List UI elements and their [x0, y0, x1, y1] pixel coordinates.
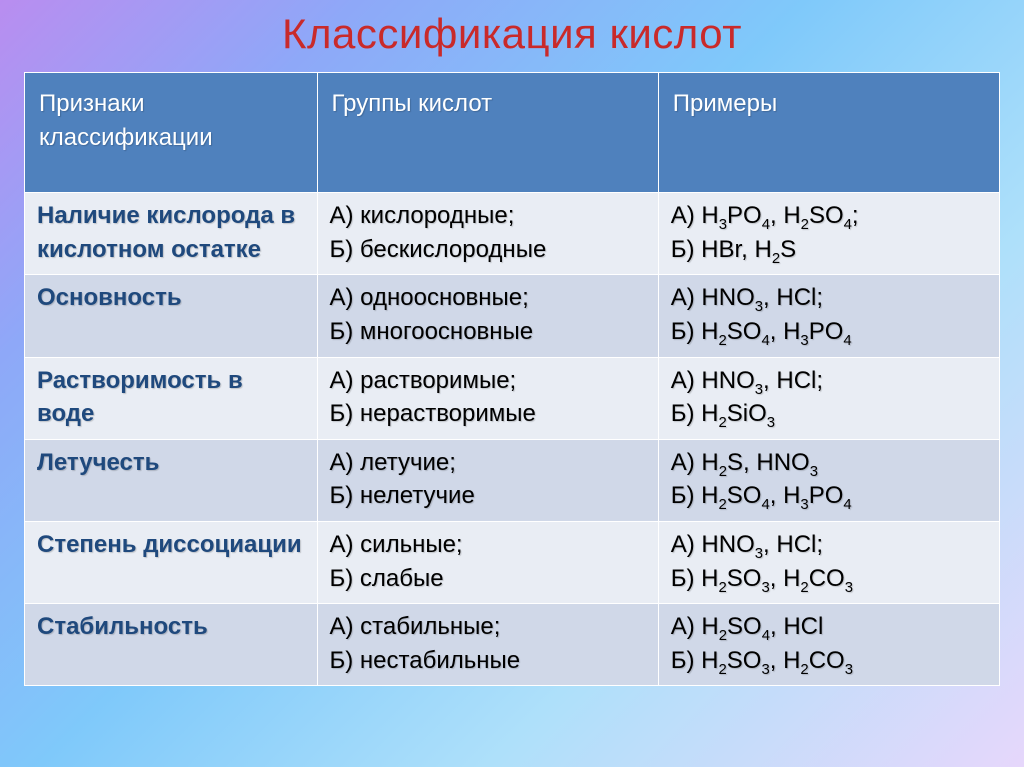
col-header-groups: Группы кислот [317, 73, 658, 193]
groups-cell: А) стабильные;Б) нестабильные [317, 604, 658, 686]
page-title: Классификация кислот [24, 10, 1000, 58]
criterion-cell: Наличие кислорода в кислотном остатке [25, 193, 318, 275]
col-header-criteria: Признаки классификации [25, 73, 318, 193]
examples-cell: А) H3PO4, H2SO4; Б) HBr, H2S [658, 193, 999, 275]
examples-cell: А) HNO3, HCl;Б) H2SO4, H3PO4 [658, 275, 999, 357]
criterion-cell: Степень диссоциации [25, 521, 318, 603]
examples-cell: А) H2SO4, HClБ) H2SO3, H2CO3 [658, 604, 999, 686]
groups-cell: А) растворимые;Б) нерастворимые [317, 357, 658, 439]
classification-table: Признаки классификации Группы кислот При… [24, 72, 1000, 686]
table-body: Наличие кислорода в кислотном остаткеА) … [25, 193, 1000, 686]
table-row: СтабильностьА) стабильные;Б) нестабильны… [25, 604, 1000, 686]
groups-cell: А) сильные;Б) слабые [317, 521, 658, 603]
groups-cell: А) одноосновные;Б) многоосновные [317, 275, 658, 357]
groups-cell: А) кислородные;Б) бескислородные [317, 193, 658, 275]
col-header-examples: Примеры [658, 73, 999, 193]
table-row: ОсновностьА) одноосновные;Б) многоосновн… [25, 275, 1000, 357]
criterion-cell: Стабильность [25, 604, 318, 686]
examples-cell: А) HNO3, HCl;Б) H2SO3, H2CO3 [658, 521, 999, 603]
table-row: Растворимость в водеА) растворимые;Б) не… [25, 357, 1000, 439]
table-row: Наличие кислорода в кислотном остаткеА) … [25, 193, 1000, 275]
examples-cell: А) HNO3, HCl;Б) H2SiO3 [658, 357, 999, 439]
groups-cell: А) летучие;Б) нелетучие [317, 439, 658, 521]
criterion-cell: Основность [25, 275, 318, 357]
examples-cell: А) H2S, HNO3Б) H2SO4, H3PO4 [658, 439, 999, 521]
criterion-cell: Летучесть [25, 439, 318, 521]
table-row: ЛетучестьА) летучие;Б) нелетучиеА) H2S, … [25, 439, 1000, 521]
table-header-row: Признаки классификации Группы кислот При… [25, 73, 1000, 193]
table-row: Степень диссоциацииА) сильные;Б) слабыеА… [25, 521, 1000, 603]
criterion-cell: Растворимость в воде [25, 357, 318, 439]
